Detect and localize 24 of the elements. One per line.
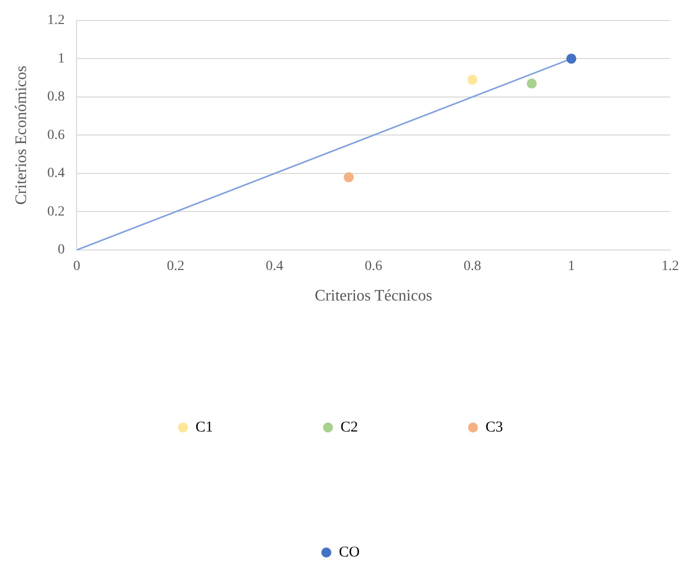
- y-axis-title: Criterios Económicos: [12, 66, 30, 205]
- x-tick-label: 0.8: [464, 259, 482, 274]
- x-tick-label: 0.4: [266, 259, 284, 274]
- legend-label: C1: [195, 419, 214, 436]
- point: [526, 78, 537, 89]
- y-tick-label: 1: [58, 51, 65, 66]
- x-tick-label: 0.6: [364, 259, 382, 274]
- y-tick-label: 0: [58, 242, 65, 258]
- x-tick-label: 0.2: [166, 259, 184, 274]
- point: [344, 172, 354, 182]
- y-tick-label: 0.6: [47, 128, 65, 143]
- y-tick-label: 0.8: [47, 90, 65, 105]
- x-axis-title: Criterios Técnicos: [314, 288, 432, 305]
- x-tick-label: 1: [568, 259, 575, 274]
- y-tick-label: 0.2: [47, 204, 65, 220]
- y-tick-label: 0.4: [47, 166, 65, 182]
- x-tick-label: 0: [73, 259, 80, 274]
- point: [467, 74, 478, 85]
- legend-label: CO: [338, 544, 360, 560]
- point: [566, 54, 576, 64]
- x-tick-label: 1.2: [662, 259, 679, 274]
- legend-label: C3: [486, 419, 504, 436]
- legend-label: C2: [340, 419, 358, 436]
- y-tick-label: 1.2: [47, 13, 65, 28]
